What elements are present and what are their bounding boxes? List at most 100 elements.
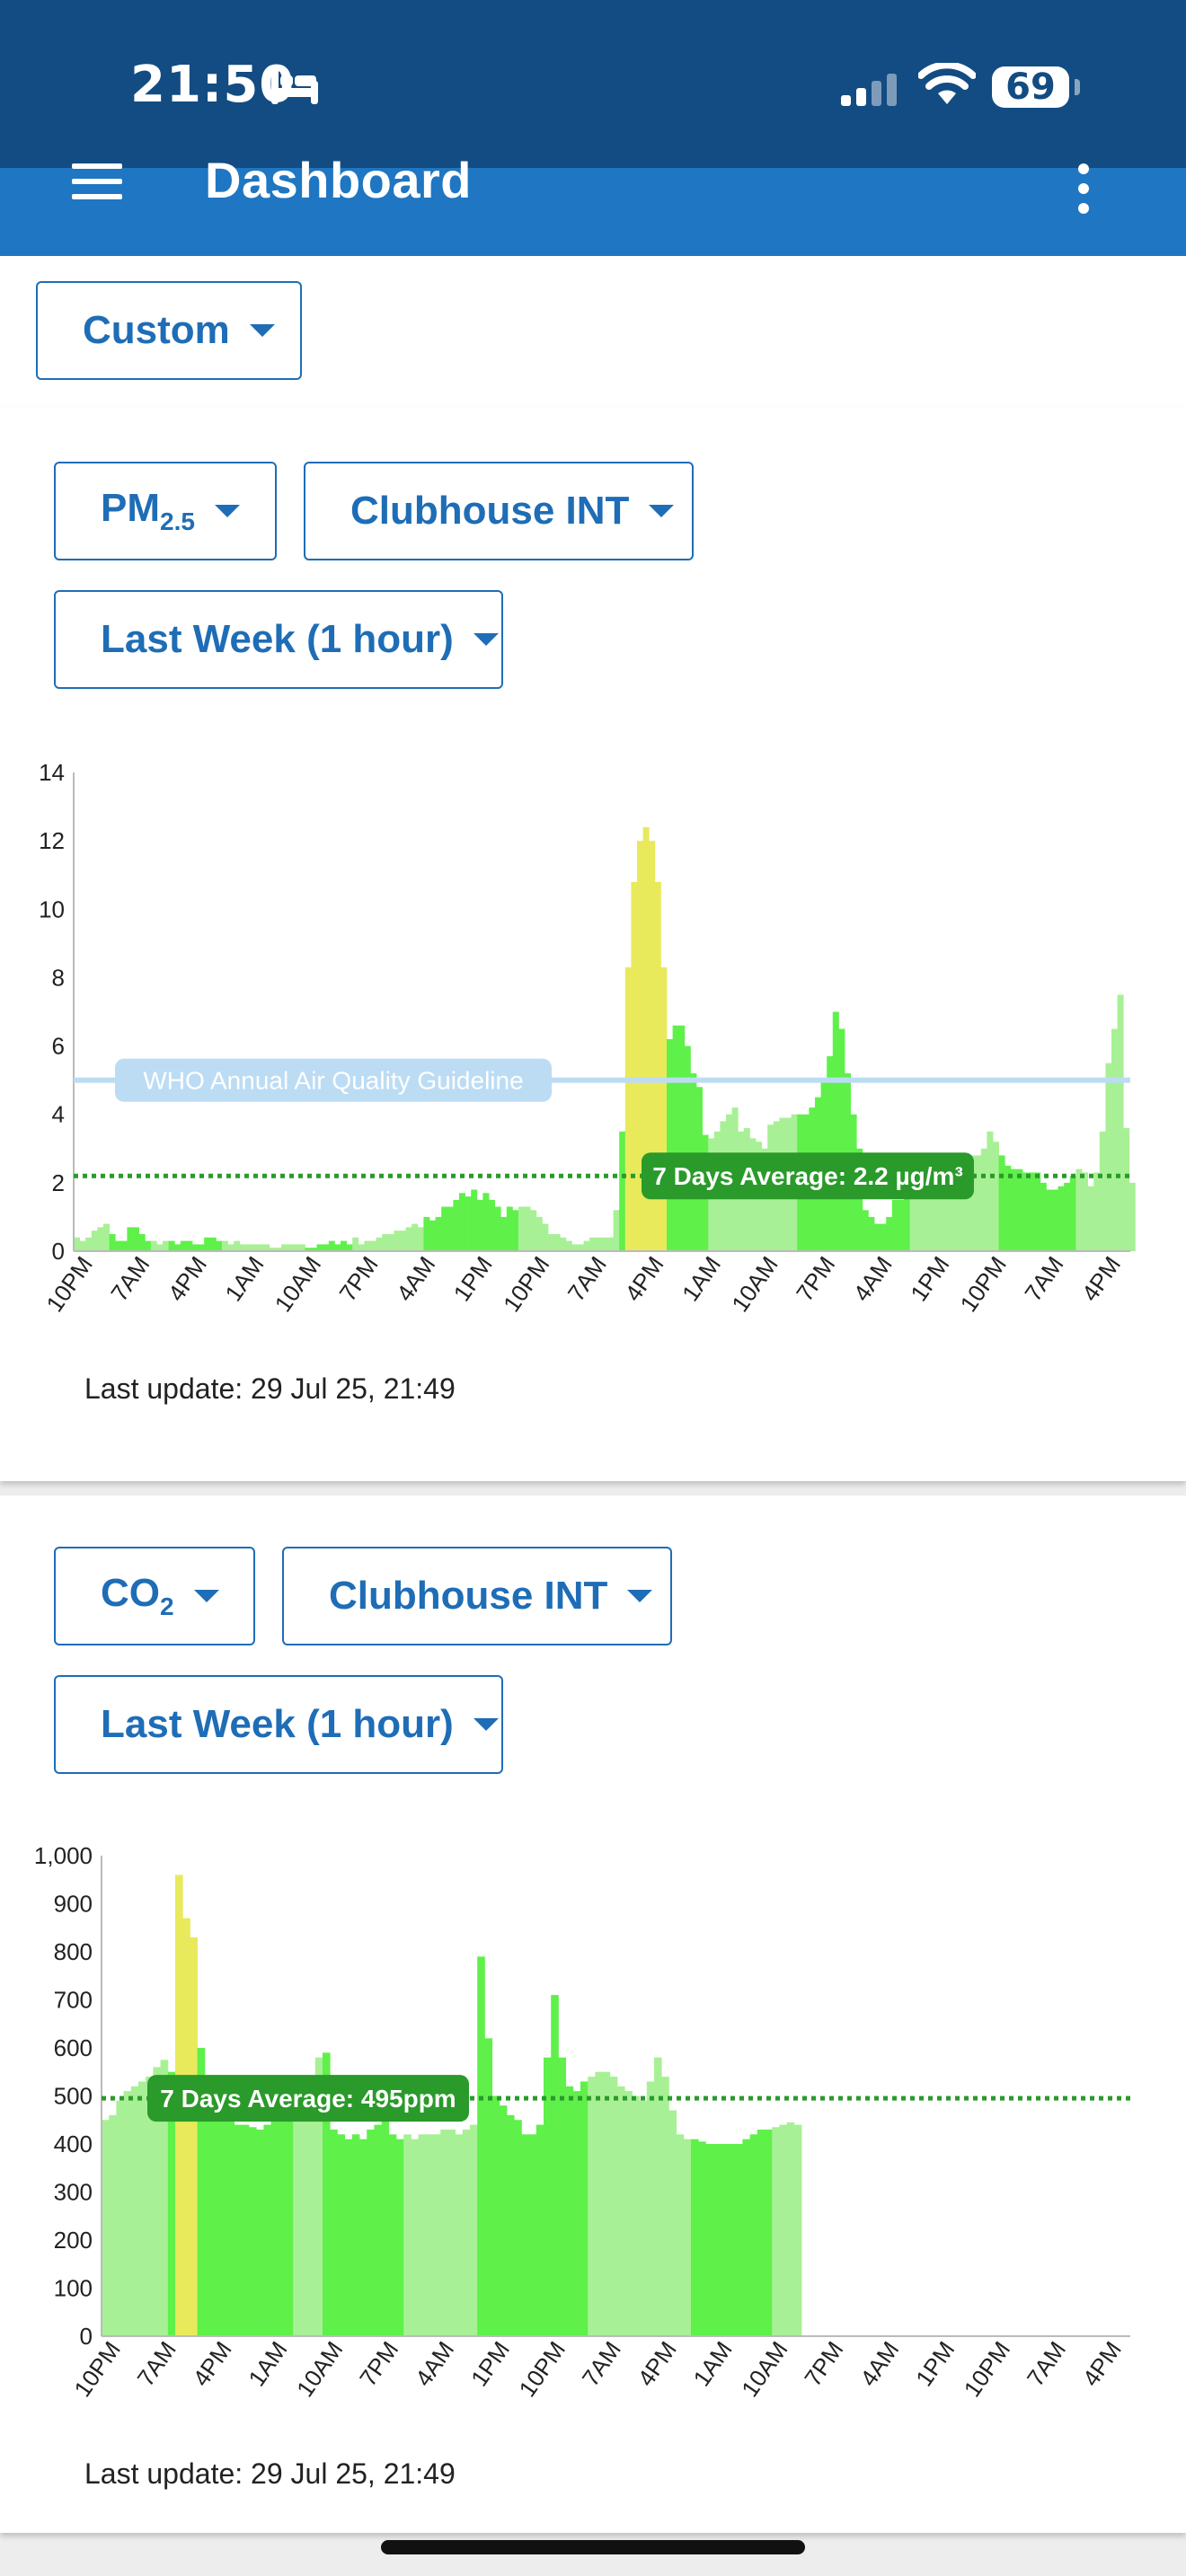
chart-bar xyxy=(637,841,643,1251)
battery-icon: 69 xyxy=(992,66,1080,108)
pm-pollutant-dropdown[interactable]: PM2.5 xyxy=(54,462,277,560)
co2-period-dropdown[interactable]: Last Week (1 hour) xyxy=(54,1675,503,1774)
chart-bar xyxy=(518,1206,525,1251)
y-tick-label: 900 xyxy=(54,1891,93,1918)
chart-bar xyxy=(565,2086,574,2336)
chart-bar xyxy=(204,1237,211,1251)
chart-bar xyxy=(609,2077,618,2336)
chart-bar xyxy=(394,1231,401,1251)
page-title: Dashboard xyxy=(205,152,472,208)
chart-bar xyxy=(370,1240,376,1251)
chart-bar xyxy=(471,1189,478,1251)
chart-bar xyxy=(447,2129,456,2336)
chart-bar xyxy=(712,2144,721,2336)
chart-bar xyxy=(180,1240,187,1251)
average-label: 7 Days Average: 495ppm xyxy=(160,2085,456,2113)
pm-period-dropdown[interactable]: Last Week (1 hour) xyxy=(54,590,503,689)
chart-bar xyxy=(489,1199,495,1251)
chart-bar xyxy=(227,1244,235,1251)
chart-bar xyxy=(323,1244,330,1251)
chart-bar xyxy=(632,2095,640,2336)
pm-last-update: Last update: 29 Jul 25, 21:49 xyxy=(84,1372,456,1405)
y-tick-label: 14 xyxy=(39,759,65,786)
bed-icon xyxy=(270,68,320,109)
chart-bar xyxy=(560,1237,567,1251)
chart-bar xyxy=(619,1131,626,1251)
chart-bar xyxy=(588,2077,596,2336)
pm-pollutant-label: PM2.5 xyxy=(101,486,195,535)
more-vertical-icon[interactable] xyxy=(1078,163,1089,223)
x-tick-label: 4AM xyxy=(854,2336,904,2391)
chart-bar xyxy=(1128,1182,1136,1251)
chart-bar xyxy=(470,2124,478,2336)
chart-bar xyxy=(477,1956,485,2336)
range-filter-dropdown[interactable]: Custom xyxy=(36,281,302,380)
chart-bar xyxy=(491,2095,500,2336)
x-tick-label: 4AM xyxy=(410,2336,459,2391)
chart-bar xyxy=(1028,1172,1035,1251)
chart-bar xyxy=(589,1237,597,1251)
y-tick-label: 1,000 xyxy=(34,1842,93,1869)
y-tick-label: 2 xyxy=(52,1169,65,1196)
chart-bar xyxy=(337,2134,345,2336)
chart-bar xyxy=(667,1038,673,1251)
chart-bar xyxy=(862,1210,869,1251)
x-tick-label: 10AM xyxy=(270,1251,327,1317)
chart-bar xyxy=(358,1244,365,1251)
chart-bar xyxy=(1016,1169,1023,1251)
x-tick-label: 4PM xyxy=(1076,1251,1126,1306)
chart-bar xyxy=(506,1206,513,1251)
chart-bar xyxy=(951,1189,958,1251)
chart-bar xyxy=(323,2052,331,2336)
chart-bar xyxy=(182,1918,190,2336)
chart-bar xyxy=(1087,1186,1094,1251)
chart-bar xyxy=(728,2144,736,2336)
chart-bar xyxy=(341,1240,347,1251)
chart-bar xyxy=(921,1172,928,1251)
chart-bar xyxy=(661,2077,669,2336)
chart-bar xyxy=(934,1176,940,1251)
chart-bar xyxy=(617,2086,625,2336)
x-tick-label: 4PM xyxy=(187,2336,236,2391)
chart-bar xyxy=(583,1240,590,1251)
chart-bar xyxy=(102,2120,110,2336)
chart-bar xyxy=(204,2086,213,2336)
chart-bar xyxy=(909,1176,916,1251)
chart-bar xyxy=(558,2057,566,2336)
chart-bar xyxy=(1075,1169,1083,1251)
chart-bar xyxy=(241,2124,250,2336)
pm-location-dropdown[interactable]: Clubhouse INT xyxy=(304,462,694,560)
chart-bar xyxy=(1034,1172,1041,1251)
chart-bar xyxy=(1040,1182,1047,1251)
chart-bar xyxy=(281,1244,288,1251)
chart-bar xyxy=(639,2100,648,2336)
chart-bar xyxy=(257,1244,264,1251)
hamburger-menu-icon[interactable] xyxy=(72,163,122,209)
chart-bar xyxy=(197,2048,206,2336)
co2-location-dropdown[interactable]: Clubhouse INT xyxy=(282,1547,672,1645)
chart-bar xyxy=(535,2124,544,2336)
chart-bar xyxy=(631,881,638,1251)
chart-bar xyxy=(705,2144,713,2336)
chart-bar xyxy=(1123,1127,1130,1251)
chart-bar xyxy=(548,1233,554,1251)
chart-bar xyxy=(123,2091,132,2336)
chart-bar xyxy=(595,1237,602,1251)
chart-bar xyxy=(654,2057,662,2336)
chart-bar xyxy=(433,2134,441,2336)
chart-bar xyxy=(328,1240,335,1251)
x-tick-label: 7AM xyxy=(577,2336,626,2391)
chart-bar xyxy=(256,2129,264,2336)
chart-bar xyxy=(103,1223,110,1251)
chart-bar xyxy=(305,1248,312,1251)
co2-pollutant-dropdown[interactable]: CO2 xyxy=(54,1547,255,1645)
chart-bar xyxy=(300,2100,308,2336)
chart-bar xyxy=(482,1193,490,1251)
chart-bar xyxy=(130,2086,139,2336)
chart-bar xyxy=(314,2057,323,2336)
chevron-down-icon xyxy=(249,324,275,337)
chart-bar xyxy=(786,2122,795,2336)
x-tick-label: 7AM xyxy=(1019,1251,1068,1306)
